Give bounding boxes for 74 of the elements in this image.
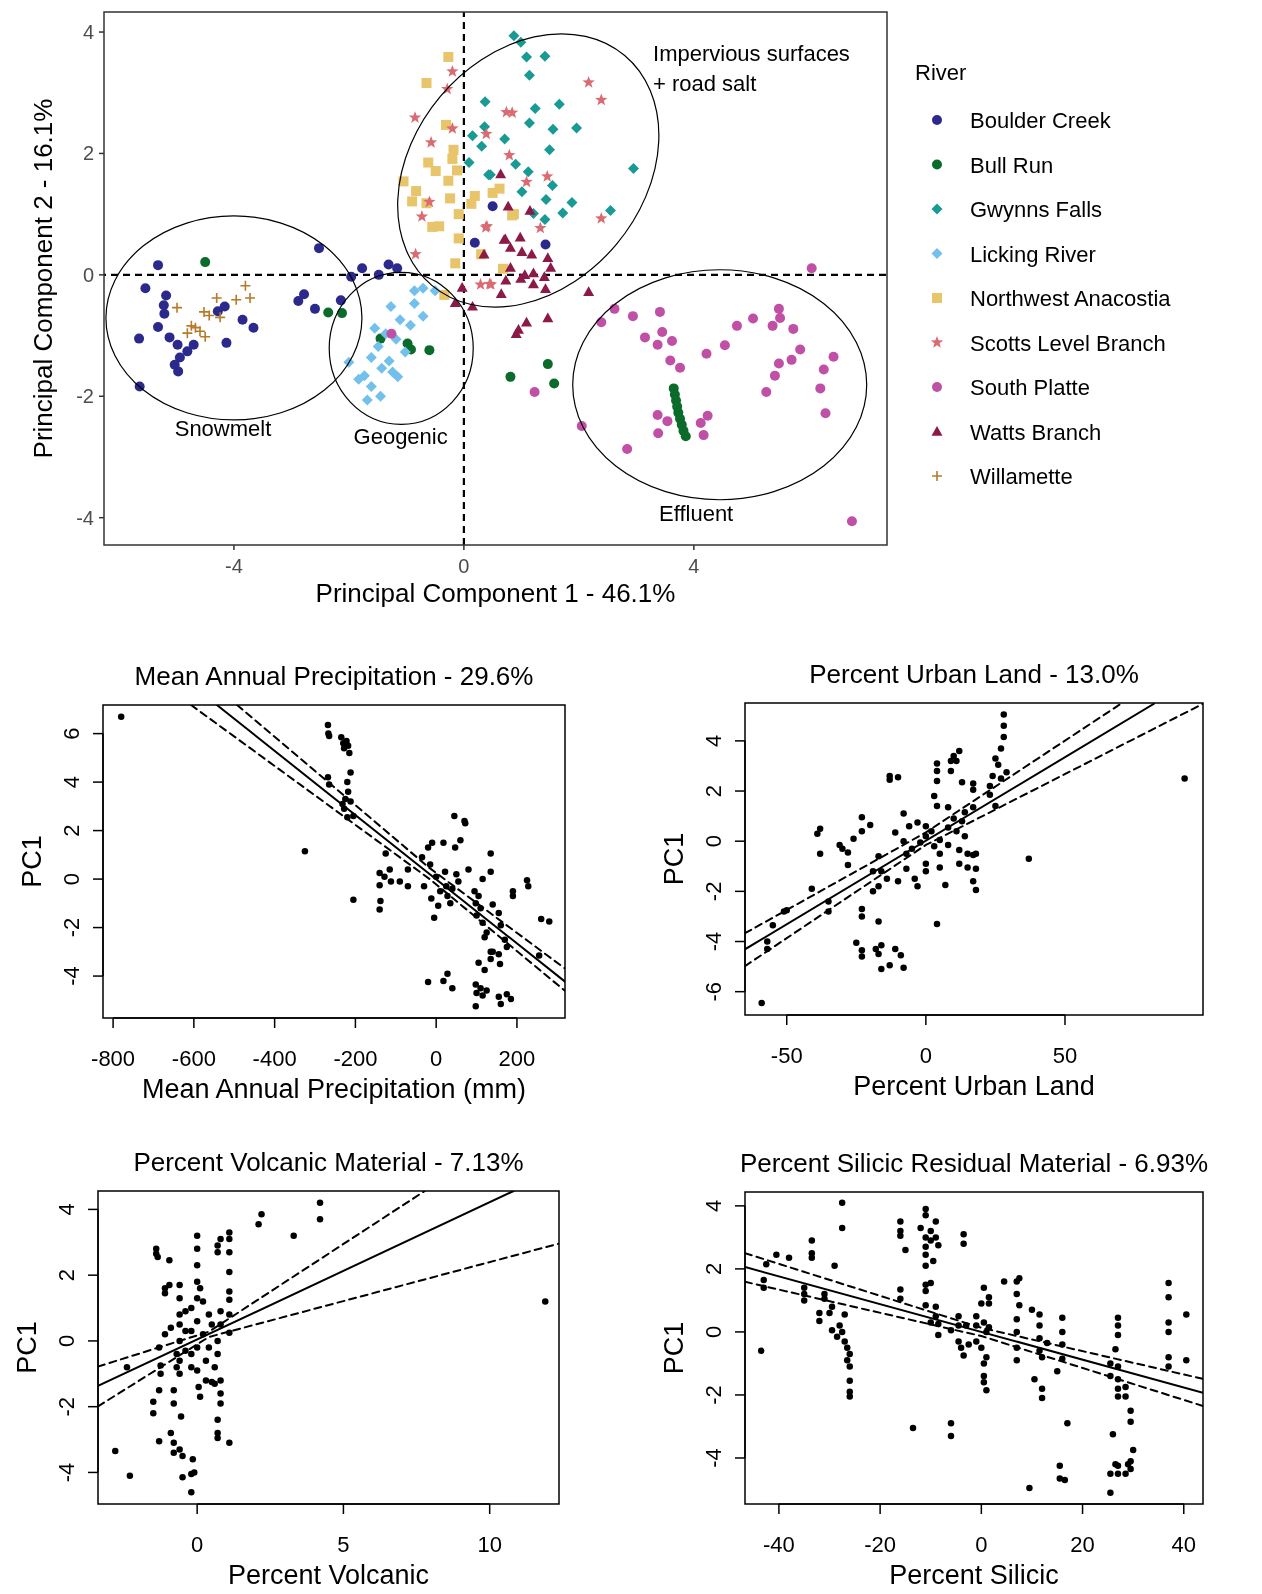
y-tick-label: -2	[76, 385, 94, 408]
y-axis-title: PC1	[659, 832, 689, 886]
legend-label: Bull Run	[970, 152, 1054, 178]
chart-title: Percent Silicic Residual Material - 6.93%	[739, 1148, 1209, 1178]
y-tick-label: 0	[701, 1325, 726, 1339]
y-tick-label: -4	[701, 931, 726, 952]
y-tick-label: 2	[701, 1262, 726, 1276]
legend-label: Licking River	[970, 241, 1096, 267]
y-tick-label: -2	[701, 881, 726, 902]
y-tick-label: -4	[59, 966, 84, 986]
legend-label: Scotts Level Branch	[970, 330, 1166, 356]
x-tick-label: 0	[430, 1046, 443, 1071]
y-tick-label: 2	[54, 1269, 79, 1282]
y-tick-label: 0	[82, 263, 94, 286]
chart-title: Percent Urban Land - 13.0%	[809, 659, 1139, 689]
x-tick-label: 5	[337, 1532, 350, 1557]
x-tick-label: 200	[498, 1046, 536, 1071]
annotation: Effluent	[659, 500, 734, 526]
x-tick-label: -200	[333, 1046, 378, 1071]
legend-label: South Platte	[970, 375, 1090, 400]
y-axis-title: Principal Component 2 - 16.1%	[28, 98, 58, 459]
y-tick-label: -2	[59, 917, 84, 938]
x-tick-label: 0	[191, 1532, 204, 1557]
chart-title: Percent Volcanic Material - 7.13%	[133, 1147, 524, 1177]
y-tick-label: 4	[701, 734, 726, 747]
x-axis-title: Percent Urban Land	[853, 1071, 1095, 1101]
x-tick-label: -800	[91, 1046, 136, 1071]
y-tick-label: 6	[59, 727, 84, 740]
y-tick-label: -2	[701, 1385, 726, 1405]
chart-title: Mean Annual Precipitation - 29.6%	[134, 661, 534, 691]
y-tick-label: -4	[701, 1448, 726, 1468]
y-tick-label: 4	[701, 1199, 726, 1212]
x-axis-title: Percent Volcanic	[227, 1560, 430, 1590]
x-tick-label: 0	[458, 555, 470, 577]
x-tick-label: 0	[919, 1043, 932, 1068]
x-tick-label: -4	[225, 555, 243, 577]
legend-label: Northwest Anacostia	[970, 286, 1172, 311]
x-tick-label: -50	[770, 1043, 803, 1068]
legend-label: Willamette	[970, 464, 1073, 489]
y-tick-label: -2	[54, 1396, 79, 1417]
x-tick-label: 20	[1070, 1532, 1095, 1557]
x-tick-label: 40	[1171, 1532, 1197, 1557]
y-tick-label: 0	[59, 872, 84, 886]
x-axis-title: Principal Component 1 - 46.1%	[315, 578, 676, 608]
x-tick-label: -40	[763, 1532, 795, 1557]
annotation: Geogenic	[353, 424, 448, 450]
y-tick-label: 2	[59, 824, 84, 837]
x-tick-label: 0	[975, 1532, 988, 1557]
y-axis-title: PC1	[659, 1321, 689, 1375]
x-tick-label: -20	[864, 1532, 897, 1557]
x-tick-label: 50	[1052, 1043, 1078, 1068]
legend-label: Boulder Creek	[970, 108, 1112, 133]
legend-label: Gwynns Falls	[970, 197, 1103, 222]
x-tick-label: -400	[252, 1046, 297, 1071]
y-tick-label: -6	[701, 981, 726, 1002]
annotation: Snowmelt	[174, 415, 272, 441]
x-tick-label: 10	[477, 1532, 502, 1557]
x-tick-label: -600	[171, 1046, 216, 1071]
y-tick-label: -4	[54, 1462, 79, 1483]
y-tick-label: 2	[701, 784, 726, 798]
y-tick-label: 0	[701, 835, 726, 848]
x-axis-title: Percent Silicic	[889, 1560, 1059, 1590]
x-axis-title: Mean Annual Precipitation (mm)	[141, 1074, 527, 1104]
annotation: Impervious surfaces + road salt	[653, 40, 850, 96]
legend-title: River	[915, 60, 967, 85]
y-tick-label: 2	[82, 142, 94, 165]
legend-label: Watts Branch	[970, 419, 1102, 445]
y-tick-label: 4	[82, 21, 94, 44]
y-axis-title: PC1	[17, 835, 47, 888]
y-tick-label: -4	[76, 506, 94, 529]
y-tick-label: 4	[54, 1203, 79, 1216]
y-tick-label: 0	[54, 1334, 79, 1348]
y-axis-title: PC1	[12, 1321, 42, 1374]
y-tick-label: 4	[59, 775, 84, 789]
